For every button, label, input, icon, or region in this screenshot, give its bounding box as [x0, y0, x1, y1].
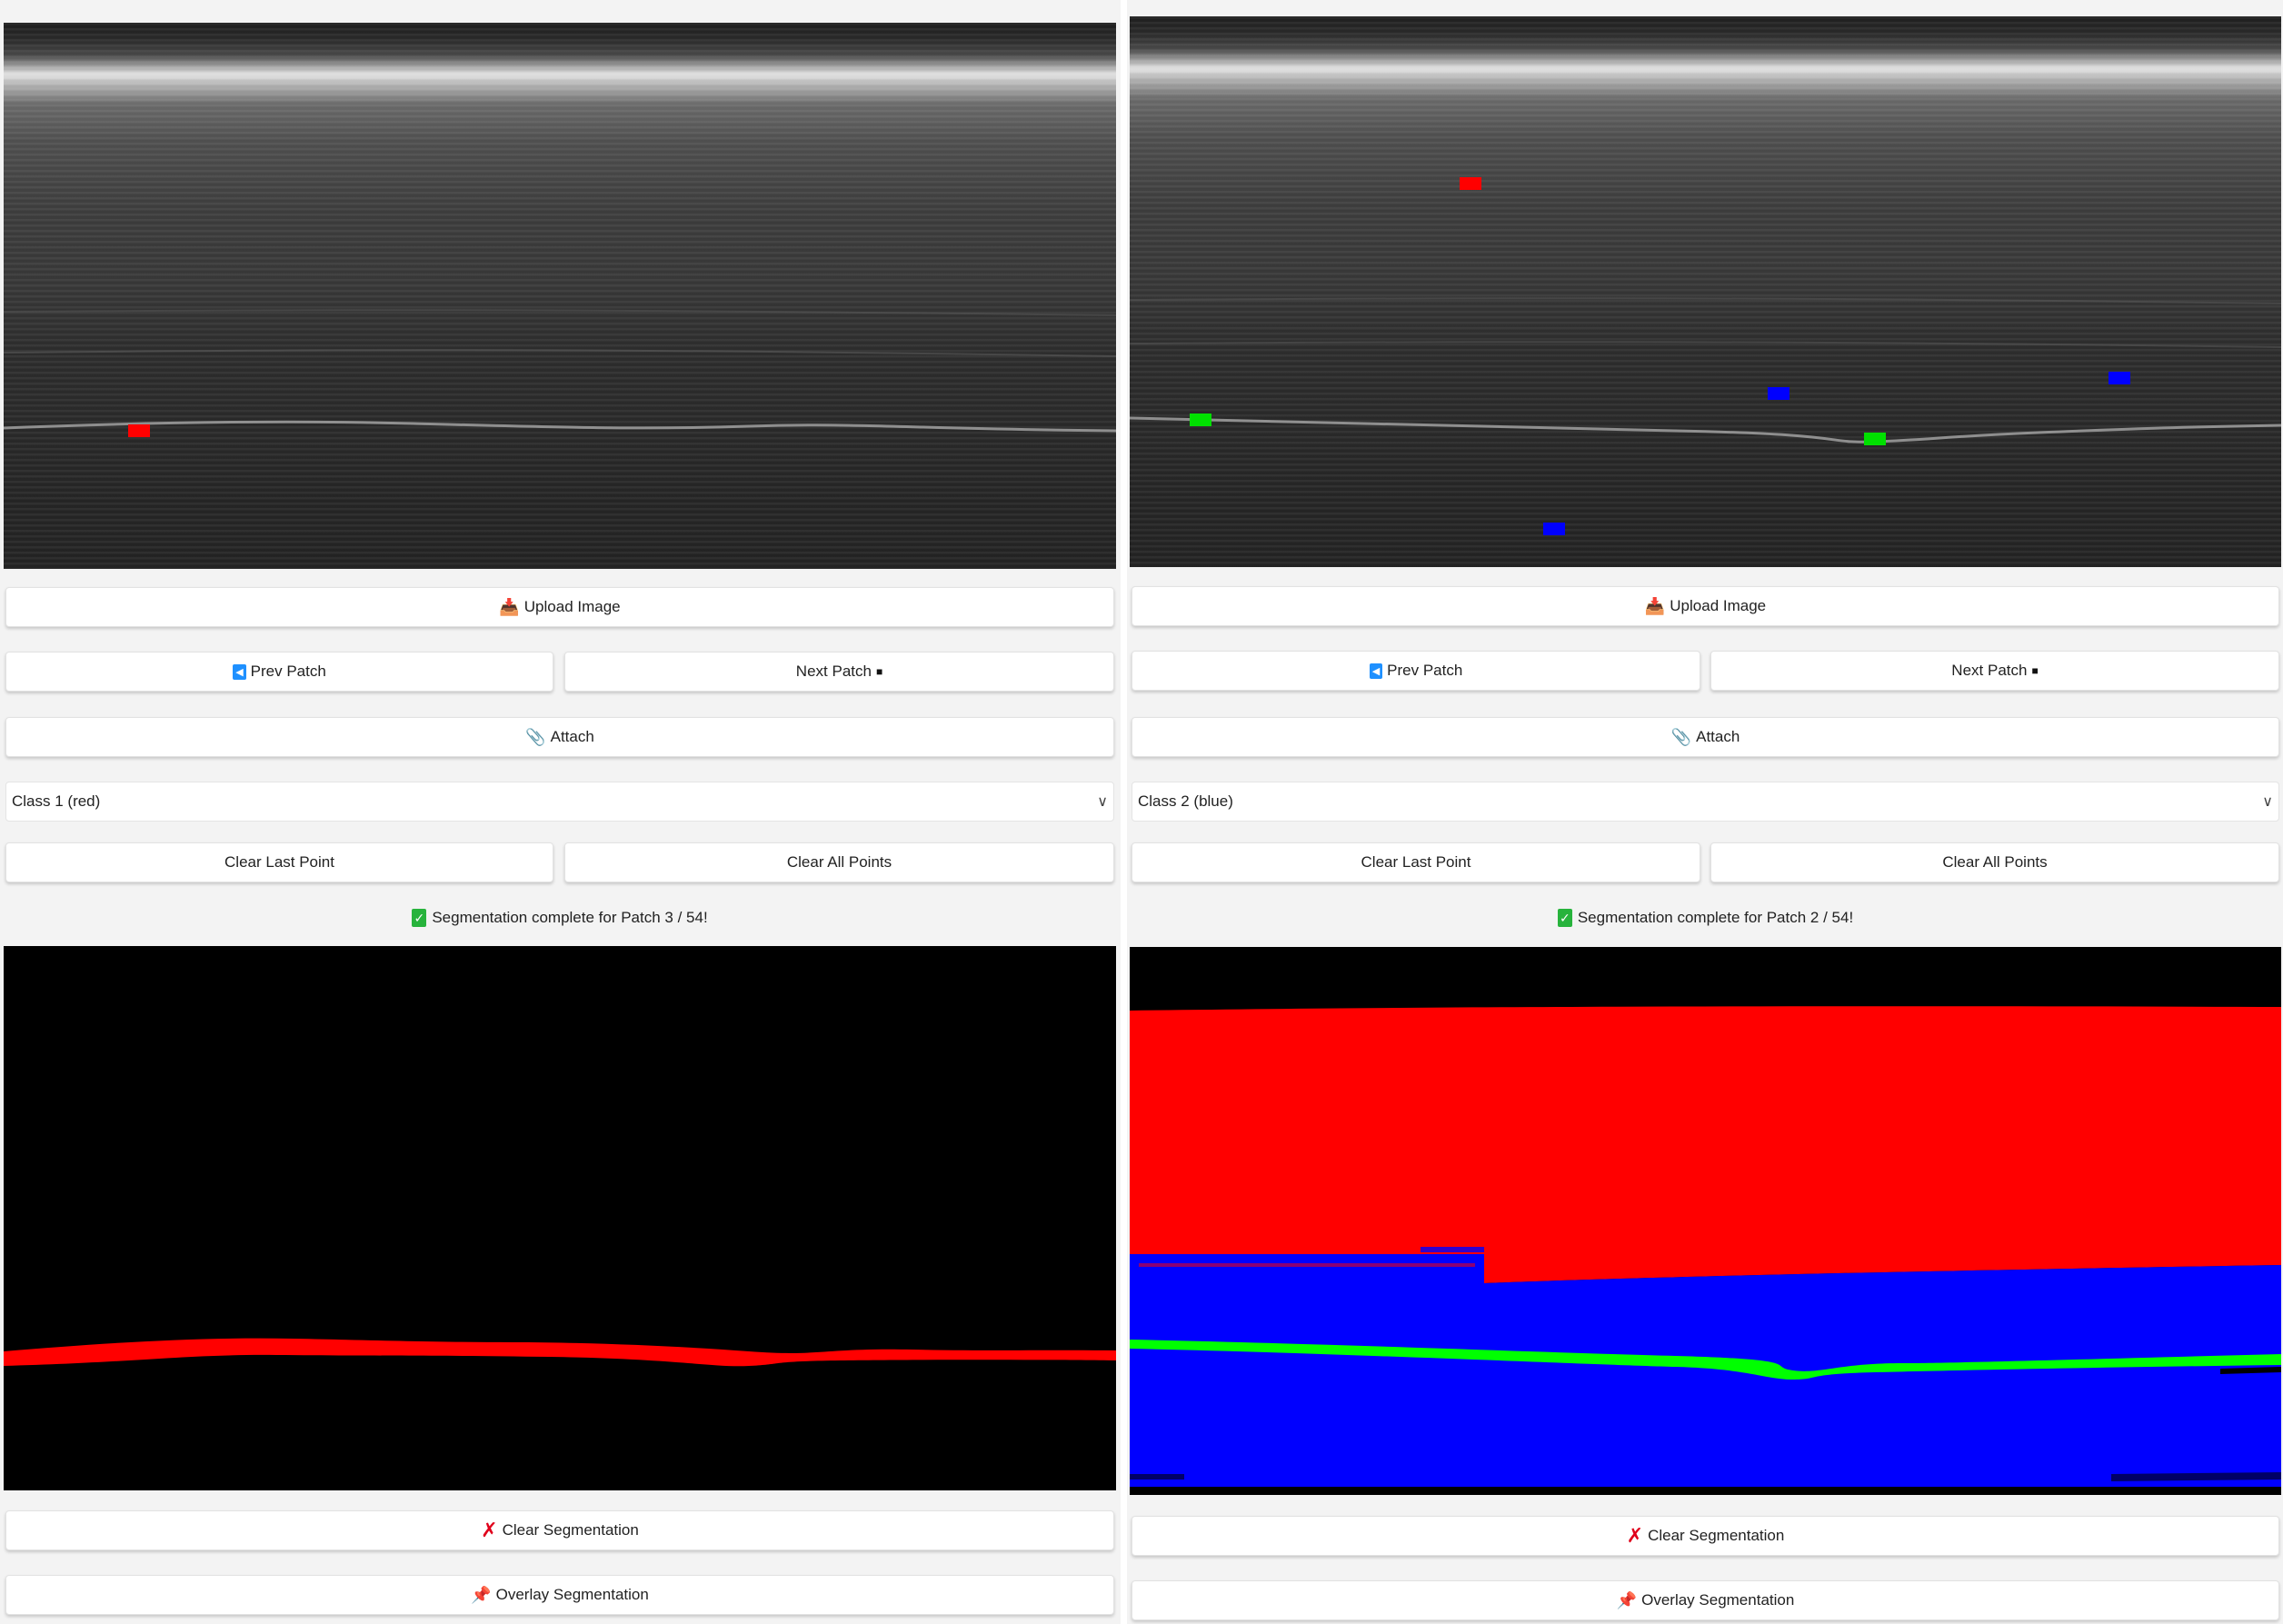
- attach-button[interactable]: 📎 Attach: [1132, 717, 2279, 757]
- right-panel: 📥 Upload Image ◀ Prev Patch Next Patch ■…: [1127, 0, 2283, 1624]
- next-arrow-icon: ■: [875, 665, 883, 678]
- upload-image-button[interactable]: 📥 Upload Image: [1132, 586, 2279, 626]
- upload-image-button[interactable]: 📥 Upload Image: [5, 587, 1114, 627]
- chevron-down-icon: ∨: [1097, 794, 1108, 810]
- checkmark-icon: ✓: [1557, 909, 1572, 927]
- upload-icon: 📥: [1644, 596, 1666, 615]
- status-message: ✓ Segmentation complete for Patch 3 / 54…: [5, 902, 1114, 934]
- chevron-down-icon: ∨: [2262, 794, 2273, 810]
- annotation-point-red[interactable]: [1460, 177, 1481, 190]
- cross-icon: ✗: [1626, 1524, 1644, 1547]
- annotation-point-green[interactable]: [1190, 413, 1211, 426]
- next-patch-button[interactable]: Next Patch ■: [564, 652, 1114, 692]
- overlay-segmentation-button[interactable]: 📌 Overlay Segmentation: [5, 1575, 1114, 1615]
- clear-segmentation-button[interactable]: ✗ Clear Segmentation: [1132, 1516, 2279, 1556]
- prev-patch-button[interactable]: ◀ Prev Patch: [5, 652, 553, 692]
- attach-button[interactable]: 📎 Attach: [5, 717, 1114, 757]
- clear-all-points-button[interactable]: Clear All Points: [564, 842, 1114, 882]
- overlay-segmentation-button[interactable]: 📌 Overlay Segmentation: [1132, 1580, 2279, 1620]
- annotation-point-blue[interactable]: [2109, 372, 2130, 384]
- annotation-point-blue[interactable]: [1768, 387, 1790, 400]
- checkmark-icon: ✓: [412, 909, 427, 927]
- segmentation-output: [1130, 947, 2281, 1495]
- clear-last-point-button[interactable]: Clear Last Point: [5, 842, 553, 882]
- pushpin-icon: 📌: [1616, 1590, 1638, 1609]
- pushpin-icon: 📌: [471, 1585, 492, 1604]
- segmentation-output: [4, 946, 1116, 1490]
- clear-all-points-button[interactable]: Clear All Points: [1710, 842, 2279, 882]
- oct-scan-image[interactable]: [4, 23, 1116, 569]
- prev-patch-button[interactable]: ◀ Prev Patch: [1132, 651, 1700, 691]
- panel-divider: [1121, 0, 1127, 1624]
- next-patch-button[interactable]: Next Patch ■: [1710, 651, 2279, 691]
- annotation-point-blue[interactable]: [1543, 523, 1565, 535]
- upload-icon: 📥: [499, 597, 520, 616]
- paperclip-icon: 📎: [1670, 727, 1692, 746]
- class-select-value: Class 1 (red): [12, 792, 101, 810]
- paperclip-icon: 📎: [525, 727, 546, 746]
- cross-icon: ✗: [481, 1519, 498, 1541]
- annotation-point-green[interactable]: [1864, 433, 1886, 445]
- class-select[interactable]: Class 2 (blue) ∨: [1132, 782, 2279, 822]
- class-select-value: Class 2 (blue): [1138, 792, 1233, 810]
- oct-scan-image[interactable]: [1130, 16, 2281, 567]
- prev-arrow-icon: ◀: [233, 663, 246, 680]
- class-select[interactable]: Class 1 (red) ∨: [5, 782, 1114, 822]
- prev-arrow-icon: ◀: [1369, 663, 1383, 679]
- clear-segmentation-button[interactable]: ✗ Clear Segmentation: [5, 1510, 1114, 1550]
- next-arrow-icon: ■: [2031, 664, 2039, 677]
- annotation-point-red[interactable]: [128, 424, 150, 437]
- left-panel: 📥 Upload Image ◀ Prev Patch Next Patch ■…: [0, 0, 1120, 1624]
- status-message: ✓ Segmentation complete for Patch 2 / 54…: [1132, 902, 2279, 934]
- clear-last-point-button[interactable]: Clear Last Point: [1132, 842, 1700, 882]
